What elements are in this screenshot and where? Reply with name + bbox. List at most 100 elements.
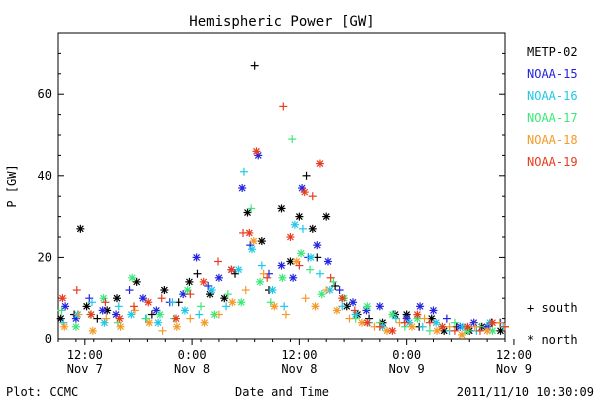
north-point: [463, 322, 472, 331]
x-tick-day: Nov 8: [174, 362, 210, 376]
south-point: [186, 290, 195, 299]
north-point: [438, 322, 447, 331]
x-tick-day: Nov 8: [281, 362, 317, 376]
south-point: [420, 314, 429, 323]
series-noaa-16: [59, 167, 508, 335]
north-point: [363, 318, 372, 327]
north-point: [277, 261, 286, 270]
north-point: [297, 249, 306, 258]
north-point: [245, 228, 254, 237]
x-tick-time: 0:00: [178, 348, 207, 362]
north-point: [237, 298, 246, 307]
north-point: [227, 265, 236, 274]
x-tick-time: 12:00: [496, 348, 532, 362]
north-point: [192, 253, 201, 262]
north-point: [145, 318, 154, 327]
north-point: [185, 277, 194, 286]
north-point: [313, 241, 322, 250]
south-point: [450, 318, 459, 327]
north-point: [100, 318, 109, 327]
north-point: [292, 257, 301, 266]
north-point: [416, 302, 425, 311]
north-point: [433, 326, 442, 335]
north-point: [199, 277, 208, 286]
north-point: [278, 273, 287, 282]
north-point: [408, 322, 417, 331]
north-point: [308, 224, 317, 233]
south-point: [331, 281, 340, 290]
legend-entry: NOAA-19: [527, 155, 578, 169]
y-tick-label: 20: [38, 250, 52, 264]
south-point: [85, 294, 94, 303]
south-point: [315, 269, 324, 278]
chart-title: Hemispheric Power [GW]: [189, 14, 374, 30]
south-point: [301, 294, 310, 303]
north-point: [113, 294, 122, 303]
north-point: [413, 310, 422, 319]
legend-entry: METP-02: [527, 45, 578, 59]
north-point: [76, 224, 85, 233]
north-point: [388, 326, 397, 335]
north-point: [128, 273, 137, 282]
south-point: [391, 314, 400, 323]
south-point: [223, 290, 232, 299]
y-axis-label: P [GW]: [5, 164, 19, 207]
north-point: [60, 322, 69, 331]
south-point: [168, 298, 177, 307]
north-point: [172, 314, 181, 323]
north-point: [286, 257, 295, 266]
south-point: [308, 192, 317, 201]
north-point: [252, 147, 261, 156]
north-point: [469, 318, 478, 327]
north-point: [214, 273, 223, 282]
north-point: [277, 204, 286, 213]
legend-entry: NOAA-16: [527, 89, 578, 103]
south-point: [93, 314, 102, 323]
north-point: [488, 326, 497, 335]
north-point: [317, 290, 326, 299]
south-point: [475, 326, 484, 335]
north-point: [338, 294, 347, 303]
south-point: [114, 302, 123, 311]
south-point: [288, 135, 297, 144]
north-point: [127, 310, 136, 319]
north-point: [115, 314, 124, 323]
south-point: [338, 302, 347, 311]
north-point: [257, 237, 266, 246]
south-point: [442, 314, 451, 323]
north-point: [458, 330, 467, 339]
south-point: [250, 61, 259, 70]
north-point: [290, 220, 299, 229]
x-axis-label: Date and Time: [235, 385, 329, 399]
north-point: [172, 322, 181, 331]
south-point: [350, 306, 359, 315]
legend-north: * north: [527, 333, 578, 347]
north-point: [116, 322, 125, 331]
legend-south: + south: [527, 301, 578, 315]
north-point: [82, 302, 91, 311]
x-tick-day: Nov 7: [67, 362, 103, 376]
south-point: [197, 302, 206, 311]
south-point: [247, 204, 256, 213]
y-tick-label: 40: [38, 169, 52, 183]
south-point: [193, 269, 202, 278]
north-point: [132, 277, 141, 286]
south-point: [257, 261, 266, 270]
north-point: [429, 306, 438, 315]
north-point: [200, 318, 209, 327]
south-point: [281, 310, 290, 319]
south-point: [241, 286, 250, 295]
south-point: [266, 298, 275, 307]
north-point: [388, 310, 397, 319]
south-point: [87, 298, 96, 307]
north-point: [183, 286, 192, 295]
north-point: [349, 298, 358, 307]
north-point: [295, 212, 304, 221]
north-point: [332, 306, 341, 315]
south-point: [450, 326, 459, 335]
south-point: [142, 314, 151, 323]
north-point: [483, 326, 492, 335]
